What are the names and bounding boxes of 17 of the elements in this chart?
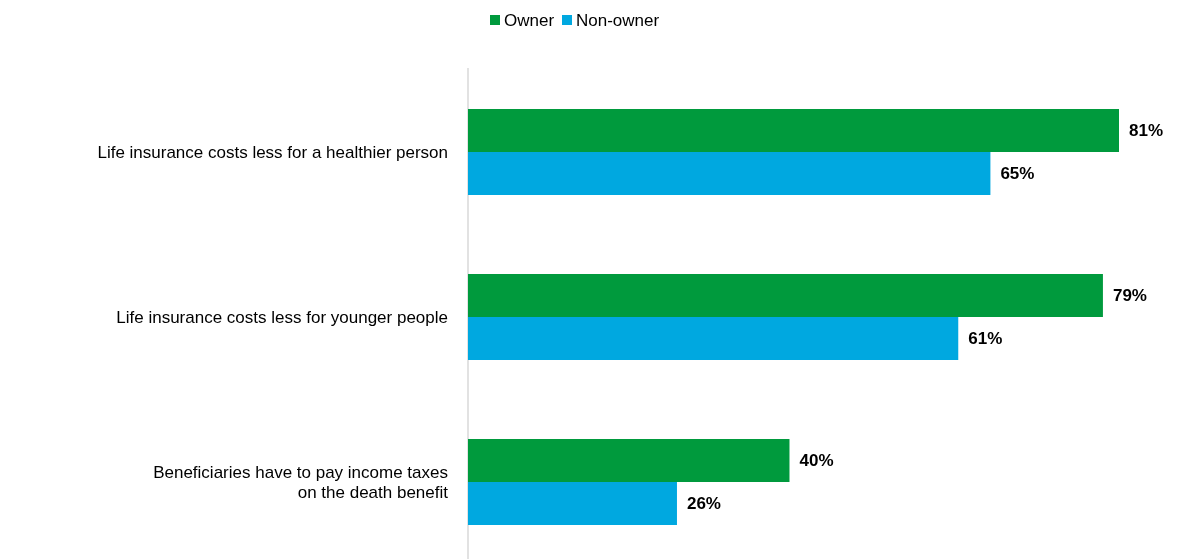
y-tick-label: Beneficiaries have to pay income taxes on the death benefit (153, 462, 449, 503)
data-label: 79% (1112, 286, 1147, 306)
legend-label: Non-owner (576, 10, 660, 30)
bar (468, 317, 959, 360)
y-tick-label: Life insurance costs less for a healthier person (97, 142, 448, 162)
bar (468, 482, 677, 525)
bar (468, 109, 1119, 152)
bar (468, 152, 991, 195)
data-label: 40% (799, 451, 834, 471)
y-tick-label: Life insurance costs less for younger people (116, 307, 448, 327)
legend-label: Owner (504, 10, 555, 30)
data-label: 81% (1129, 121, 1164, 141)
bar (468, 274, 1103, 317)
bar (468, 439, 790, 482)
data-label: 65% (1000, 164, 1035, 184)
data-label: 26% (686, 494, 721, 514)
data-label: 61% (968, 329, 1003, 349)
